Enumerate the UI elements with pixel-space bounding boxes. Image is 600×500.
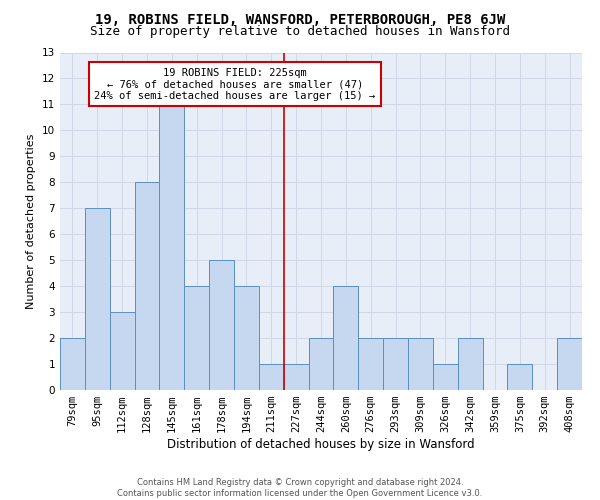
Bar	[160, 104, 184, 390]
Bar	[408, 338, 433, 390]
Bar	[308, 338, 334, 390]
Text: Size of property relative to detached houses in Wansford: Size of property relative to detached ho…	[90, 25, 510, 38]
Text: 19, ROBINS FIELD, WANSFORD, PETERBOROUGH, PE8 6JW: 19, ROBINS FIELD, WANSFORD, PETERBOROUGH…	[95, 12, 505, 26]
Bar	[433, 364, 458, 390]
Bar	[334, 286, 358, 390]
Bar	[85, 208, 110, 390]
Bar	[184, 286, 209, 390]
Text: Contains HM Land Registry data © Crown copyright and database right 2024.
Contai: Contains HM Land Registry data © Crown c…	[118, 478, 482, 498]
Bar	[110, 312, 134, 390]
Bar	[209, 260, 234, 390]
Bar	[508, 364, 532, 390]
Bar	[60, 338, 85, 390]
Y-axis label: Number of detached properties: Number of detached properties	[26, 134, 37, 309]
Text: 19 ROBINS FIELD: 225sqm
← 76% of detached houses are smaller (47)
24% of semi-de: 19 ROBINS FIELD: 225sqm ← 76% of detache…	[94, 68, 376, 101]
Bar	[358, 338, 383, 390]
Bar	[259, 364, 284, 390]
Bar	[383, 338, 408, 390]
Bar	[458, 338, 482, 390]
Bar	[234, 286, 259, 390]
Bar	[134, 182, 160, 390]
Bar	[557, 338, 582, 390]
Bar	[284, 364, 308, 390]
X-axis label: Distribution of detached houses by size in Wansford: Distribution of detached houses by size …	[167, 438, 475, 451]
